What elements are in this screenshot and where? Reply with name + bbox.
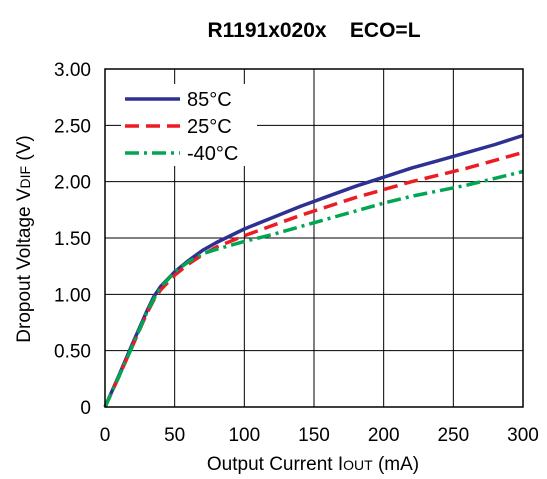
y-axis-label-unit: (V) bbox=[14, 135, 35, 166]
x-axis-label: Output Current IOUT (mA) bbox=[207, 454, 419, 475]
x-tick-label: 150 bbox=[298, 425, 330, 446]
series-lines bbox=[103, 133, 524, 408]
x-axis-label-unit: (mA) bbox=[373, 454, 419, 475]
y-tick-label: 0 bbox=[80, 398, 91, 419]
x-tick-labels: 0 50 100 150 200 250 300 bbox=[100, 425, 539, 446]
y-axis-label: Dropout Voltage VDIF (V) bbox=[14, 135, 35, 342]
y-axis-label-main: Dropout Voltage V bbox=[14, 188, 35, 343]
x-tick-label: 250 bbox=[437, 425, 469, 446]
series-line-1 bbox=[103, 150, 524, 408]
x-tick-label: 200 bbox=[368, 425, 400, 446]
x-tick-label: 0 bbox=[100, 425, 111, 446]
legend-label-2: -40°C bbox=[187, 143, 238, 165]
y-tick-label: 1.50 bbox=[54, 229, 91, 250]
y-tick-label: 0.50 bbox=[54, 342, 91, 363]
x-tick-label: 50 bbox=[164, 425, 185, 446]
y-axis-label-subscript: DIF bbox=[17, 166, 33, 189]
x-axis-label-main: Output Current I bbox=[207, 454, 343, 475]
x-axis-label-subscript: OUT bbox=[343, 457, 373, 473]
x-tick-label: 100 bbox=[228, 425, 260, 446]
x-tick-label: 300 bbox=[507, 425, 539, 446]
series-line-2 bbox=[103, 169, 524, 408]
y-tick-label: 3.00 bbox=[54, 60, 91, 81]
y-tick-labels: 0 0.50 1.00 1.50 2.00 2.50 3.00 bbox=[54, 60, 91, 419]
y-tick-label: 1.00 bbox=[54, 285, 91, 306]
legend: 85°C 25°C -40°C bbox=[121, 84, 257, 166]
y-tick-label: 2.50 bbox=[54, 116, 91, 137]
legend-label-0: 85°C bbox=[187, 89, 232, 111]
plot-frame bbox=[104, 68, 524, 408]
legend-label-1: 25°C bbox=[187, 116, 232, 138]
chart-title: R1191x020x ECO=L bbox=[207, 19, 420, 42]
y-tick-label: 2.00 bbox=[54, 173, 91, 194]
